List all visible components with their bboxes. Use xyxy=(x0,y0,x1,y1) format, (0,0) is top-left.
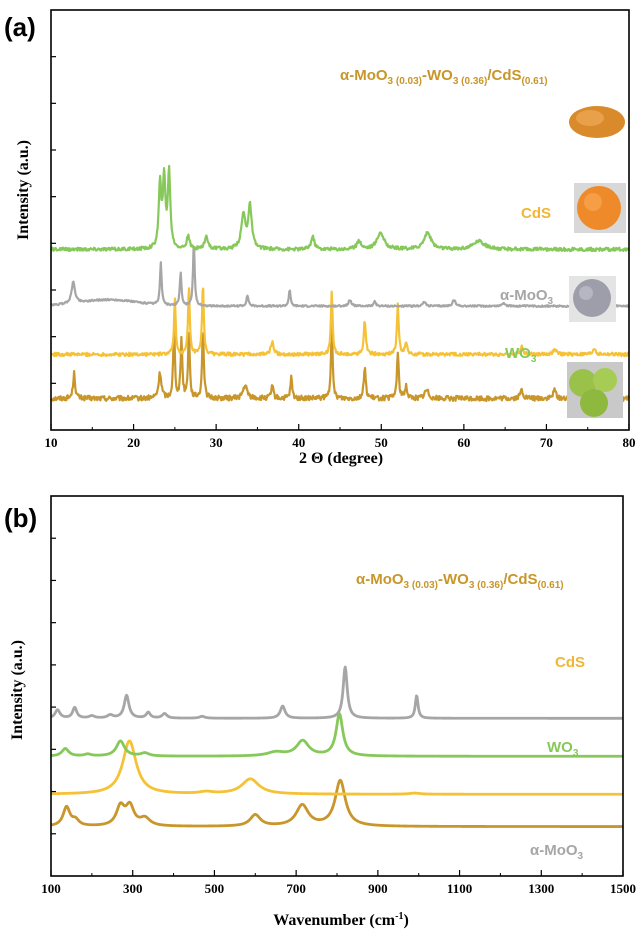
x-tick-label: 80 xyxy=(623,435,636,450)
series-line-wo3 xyxy=(50,712,624,758)
x-tick-label: 500 xyxy=(205,881,225,896)
composite-sample-photo xyxy=(569,106,625,138)
panel-a-label: (a) xyxy=(4,12,36,42)
x-tick-label: 100 xyxy=(41,881,61,896)
series-line-moo3 xyxy=(50,245,630,309)
x-tick-label: 20 xyxy=(127,435,140,450)
panel-a-label-cds: CdS xyxy=(521,205,551,222)
panel-b-raman-chart: (b) Intensity (a.u.) 100 300 500 700 900 1100… xyxy=(4,495,636,929)
panel-a-plot-area: 10 20 30 40 50 60 70 80 xyxy=(45,9,636,450)
panel-a-label-wo3: WO3 xyxy=(505,345,537,365)
x-tick-label: 1500 xyxy=(610,881,636,896)
panel-a-x-axis-title: 2 Θ (degree) xyxy=(299,450,383,467)
x-tick-label: 60 xyxy=(457,435,470,450)
panel-b-y-axis-title: Intensity (a.u.) xyxy=(9,640,26,740)
panel-b-label-cds: CdS xyxy=(555,654,585,671)
panel-b-label: (b) xyxy=(4,503,37,533)
wo3-sample-photo xyxy=(567,362,623,418)
panel-a-y-axis-title: Intensity (a.u.) xyxy=(15,140,32,240)
plot-frame xyxy=(50,495,624,877)
x-tick-label: 900 xyxy=(368,881,388,896)
panel-b-x-axis-title: Wavenumber (cm-1) xyxy=(273,911,409,929)
x-tick-label: 70 xyxy=(540,435,553,450)
series-line-composite xyxy=(50,324,631,403)
panel-b-label-composite: α-MoO3 (0.03)-WO3 (0.36)/CdS(0.61) xyxy=(356,571,564,591)
x-tick-label: 50 xyxy=(375,435,388,450)
x-tick-label: 30 xyxy=(210,435,223,450)
x-tick-label: 1100 xyxy=(447,881,472,896)
x-tick-label: 1300 xyxy=(528,881,554,896)
series-line-cds xyxy=(50,287,630,358)
panel-b-plot-area: 100 300 500 700 900 1100 1300 1500 xyxy=(41,495,636,896)
series-line-moo3 xyxy=(50,665,624,720)
series-line-cds xyxy=(50,739,624,796)
cds-sample-photo xyxy=(574,183,626,233)
x-tick-label: 40 xyxy=(292,435,305,450)
panel-b-label-wo3: WO3 xyxy=(547,739,579,759)
series-line-wo3 xyxy=(50,164,630,253)
x-tick-label: 300 xyxy=(123,881,143,896)
x-tick-label: 10 xyxy=(45,435,58,450)
moo3-sample-photo xyxy=(569,276,616,322)
panel-a-label-composite: α-MoO3 (0.03)-WO3 (0.36)/CdS(0.61) xyxy=(340,67,548,87)
series-line-composite xyxy=(50,778,624,828)
panel-b-label-moo3: α-MoO3 xyxy=(530,842,584,862)
x-tick-label: 700 xyxy=(286,881,306,896)
panel-a-label-moo3: α-MoO3 xyxy=(500,287,554,307)
panel-a-xrd-chart: (a) Intensity (a.u.) 10 20 30 40 50 60 70 80 2 … xyxy=(4,9,636,467)
